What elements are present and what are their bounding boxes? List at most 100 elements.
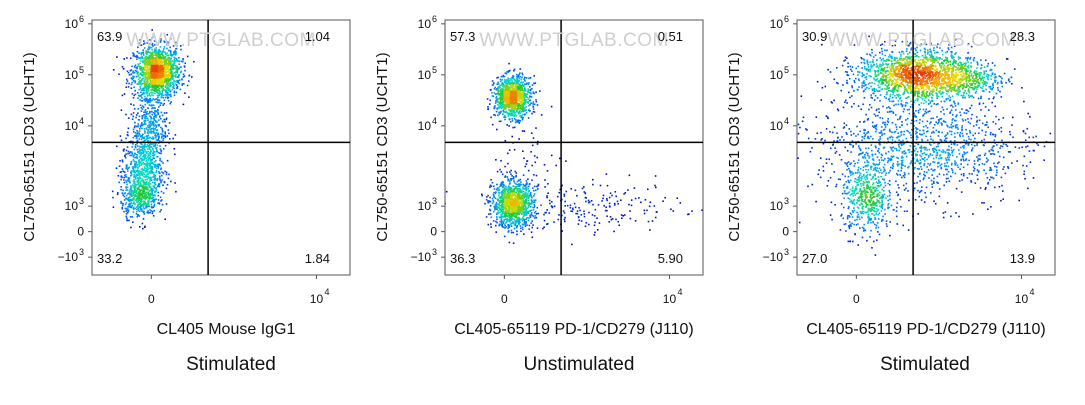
event-point — [153, 203, 156, 206]
event-point — [515, 210, 517, 213]
event-point — [125, 174, 127, 176]
event-point — [143, 186, 145, 188]
event-point — [166, 183, 169, 186]
event-point — [149, 131, 151, 133]
event-point — [132, 194, 135, 197]
event-point — [138, 94, 140, 97]
event-point — [149, 157, 151, 159]
event-point — [137, 118, 140, 121]
event-point — [152, 132, 155, 134]
event-point — [136, 114, 138, 116]
event-point — [523, 114, 526, 116]
event-point — [512, 85, 515, 88]
event-point — [132, 70, 134, 73]
event-point — [133, 169, 136, 172]
event-point — [508, 70, 511, 72]
event-point — [521, 100, 523, 103]
event-point — [150, 116, 152, 119]
event-point — [172, 137, 174, 140]
event-point — [147, 130, 150, 132]
event-point — [168, 57, 170, 59]
event-point — [145, 138, 148, 141]
event-point — [142, 140, 145, 143]
event-point — [167, 59, 169, 62]
event-point — [505, 210, 507, 212]
event-point — [155, 74, 157, 76]
event-point — [148, 76, 151, 79]
event-point — [500, 92, 502, 94]
event-point — [162, 69, 165, 71]
event-point — [537, 184, 539, 187]
event-point — [136, 92, 139, 94]
event-point — [146, 211, 149, 214]
event-point — [516, 187, 518, 190]
event-point — [616, 200, 619, 203]
event-point — [147, 64, 150, 66]
event-point — [137, 214, 139, 216]
event-point — [154, 163, 156, 166]
event-point — [152, 176, 154, 178]
event-point — [155, 198, 157, 201]
event-point — [158, 94, 160, 96]
event-point — [493, 196, 495, 198]
event-point — [131, 93, 134, 95]
event-point — [574, 189, 577, 192]
event-point — [151, 86, 154, 89]
event-point — [152, 138, 154, 140]
event-point — [179, 88, 182, 91]
event-point — [140, 197, 142, 200]
event-point — [506, 124, 508, 126]
event-point — [497, 92, 499, 95]
event-point — [165, 80, 167, 82]
event-point — [162, 51, 164, 53]
event-point — [537, 212, 540, 215]
event-point — [502, 74, 505, 77]
event-point — [148, 121, 151, 123]
event-point — [555, 164, 557, 167]
event-point — [516, 183, 519, 186]
event-point — [169, 51, 172, 53]
event-point — [134, 185, 137, 188]
event-point — [169, 50, 172, 52]
event-point — [549, 202, 551, 205]
event-point — [505, 72, 508, 75]
event-point — [131, 199, 134, 201]
event-point — [180, 48, 182, 51]
event-point — [502, 91, 504, 94]
event-point — [503, 199, 505, 201]
event-point — [141, 222, 144, 225]
event-point — [143, 136, 145, 139]
event-point — [153, 66, 155, 68]
event-point — [504, 222, 507, 224]
event-point — [153, 178, 155, 181]
event-point — [163, 102, 165, 105]
event-point — [137, 179, 140, 182]
event-point — [164, 56, 167, 59]
event-point — [150, 53, 152, 56]
event-point — [123, 210, 125, 213]
event-point — [513, 110, 516, 112]
event-point — [526, 202, 529, 204]
event-point — [125, 215, 127, 218]
event-point — [523, 220, 526, 223]
event-point — [152, 162, 154, 165]
event-point — [508, 109, 510, 111]
event-point — [502, 101, 505, 103]
event-point — [120, 188, 122, 191]
event-point — [134, 184, 136, 186]
event-point — [531, 84, 534, 86]
event-point — [140, 184, 143, 186]
event-point — [151, 187, 154, 190]
event-point — [512, 77, 515, 79]
event-point — [564, 216, 566, 219]
event-point — [157, 86, 159, 89]
event-point — [169, 46, 171, 49]
event-point — [137, 180, 140, 183]
event-point — [507, 227, 509, 230]
event-point — [534, 199, 537, 201]
event-point — [530, 202, 533, 204]
event-point — [173, 94, 176, 97]
event-point — [517, 76, 520, 78]
event-point — [128, 82, 130, 85]
event-point — [130, 83, 133, 86]
